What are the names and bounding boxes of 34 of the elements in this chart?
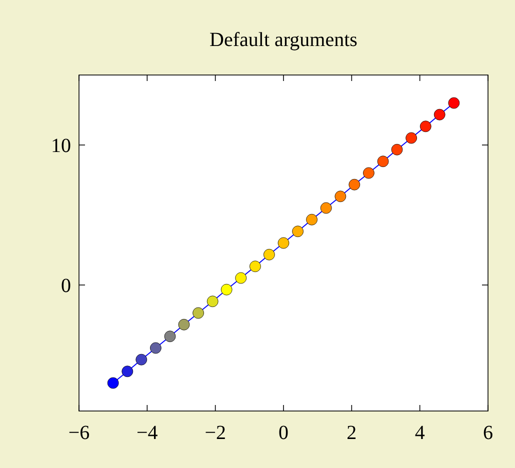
x-tick-label: −4 <box>136 422 158 444</box>
point <box>107 377 119 389</box>
x-tick-label: −6 <box>68 422 90 444</box>
point <box>420 120 432 132</box>
point <box>122 366 134 378</box>
point <box>363 167 374 179</box>
point <box>334 190 346 202</box>
x-tick-label: −2 <box>204 422 226 444</box>
point <box>348 178 360 190</box>
point <box>136 354 148 366</box>
point <box>250 260 261 272</box>
point <box>263 248 275 260</box>
chart-title: Default arguments <box>210 29 358 51</box>
x-tick-label: 4 <box>414 422 425 444</box>
point <box>206 296 218 308</box>
point <box>448 97 460 109</box>
point <box>220 284 232 296</box>
point <box>320 202 332 214</box>
point <box>306 214 318 226</box>
point <box>192 307 204 319</box>
x-tick-label: 0 <box>278 422 288 444</box>
y-tick-label: 10 <box>51 135 71 157</box>
x-tick-label: 2 <box>346 422 357 444</box>
point <box>178 318 190 330</box>
point <box>434 108 446 120</box>
point <box>164 330 176 342</box>
point <box>278 237 290 249</box>
point <box>292 226 304 238</box>
point <box>391 144 403 156</box>
point <box>406 132 418 144</box>
x-tick-label: 6 <box>483 422 493 444</box>
point <box>150 342 162 354</box>
point <box>235 272 247 284</box>
point <box>377 156 389 168</box>
